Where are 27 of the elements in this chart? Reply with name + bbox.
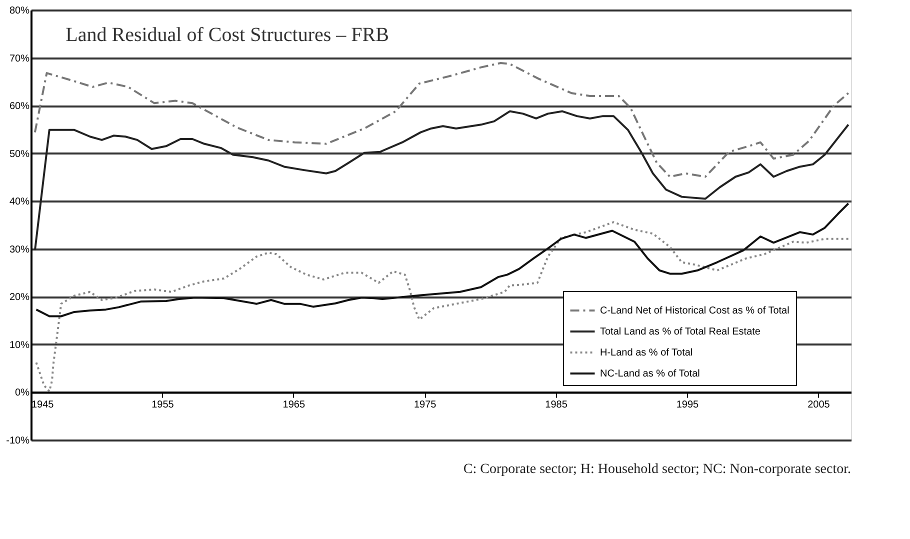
- x-tick-label: 1945: [32, 400, 54, 411]
- y-tick-label: 20%: [9, 292, 30, 304]
- legend-label: H-Land as % of Total: [600, 348, 693, 358]
- y-tick-label: 70%: [9, 53, 30, 64]
- line-series: [35, 221, 850, 392]
- y-tick-label: 60%: [9, 101, 30, 112]
- text: Land Residual of Cost Structures – FRB: [66, 24, 389, 46]
- x-tick-label: 1955: [152, 400, 174, 411]
- line-series: [34, 62, 850, 178]
- y-tick-label: 80%: [9, 6, 30, 16]
- line-series: [35, 202, 850, 318]
- x-tick-label: 1995: [676, 400, 700, 411]
- text: C: Corporate sector; H: Household sector; NC: Non-corporate sector.: [463, 462, 851, 477]
- y-tick-label: -10%: [6, 436, 30, 446]
- legend-label: C-Land Net of Historical Cost as % of Total: [600, 306, 790, 316]
- y-tick-label: 0%: [15, 388, 30, 399]
- legend-label: Total Land as % of Total Real Estate: [600, 326, 761, 338]
- y-tick-label: 40%: [9, 196, 30, 208]
- x-tick-label: 2005: [808, 400, 830, 411]
- x-tick-label: 1965: [282, 400, 306, 411]
- y-tick-label: 10%: [9, 340, 30, 351]
- y-tick-label: 30%: [9, 244, 30, 256]
- x-tick-label: 1985: [545, 400, 568, 411]
- line-series: [34, 110, 850, 252]
- x-tick-label: 1975: [414, 400, 437, 411]
- legend-label: NC-Land as % of Total: [600, 368, 700, 380]
- y-tick-label: 50%: [9, 148, 30, 160]
